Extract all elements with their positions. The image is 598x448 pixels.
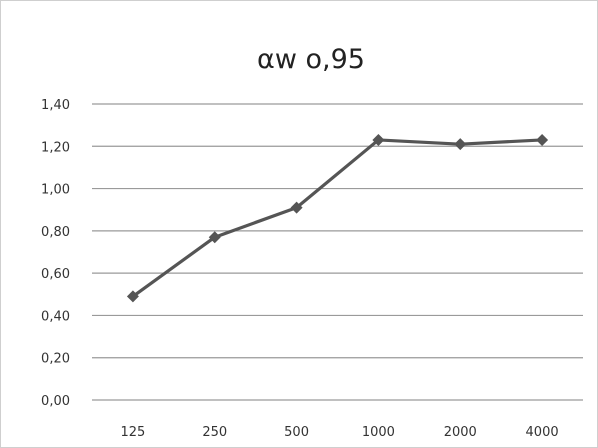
y-tick-label: 1,40 (41, 98, 70, 113)
x-tick-label: 125 (121, 425, 146, 440)
y-tick-label: 0,40 (41, 309, 70, 324)
data-point-marker (536, 133, 549, 146)
y-tick-label: 0,80 (41, 225, 70, 240)
gridlines (92, 103, 583, 401)
x-tick-label: 1000 (362, 425, 395, 440)
data-point-marker (454, 138, 467, 151)
x-tick-label: 500 (284, 425, 309, 440)
x-tick-label: 4000 (526, 425, 559, 440)
x-tick-label: 2000 (444, 425, 477, 440)
y-tick-label: 1,00 (41, 183, 70, 198)
y-axis-labels: 0,00 0,20 0,40 0,60 0,80 1,00 1,20 1,40 (41, 98, 70, 409)
y-tick-label: 0,20 (41, 352, 70, 367)
data-point-marker (208, 231, 221, 244)
y-tick-label: 0,00 (41, 394, 70, 409)
data-series (126, 133, 549, 303)
x-axis-labels: 125 250 500 1000 2000 4000 (121, 425, 559, 440)
chart-title: αw o,95 (257, 44, 365, 75)
data-point-marker (290, 201, 303, 214)
y-tick-label: 1,20 (41, 140, 70, 155)
y-tick-label: 0,60 (41, 267, 70, 282)
series-line (131, 138, 543, 298)
data-point-marker (126, 290, 139, 303)
data-point-marker (372, 133, 385, 146)
x-tick-label: 250 (202, 425, 227, 440)
